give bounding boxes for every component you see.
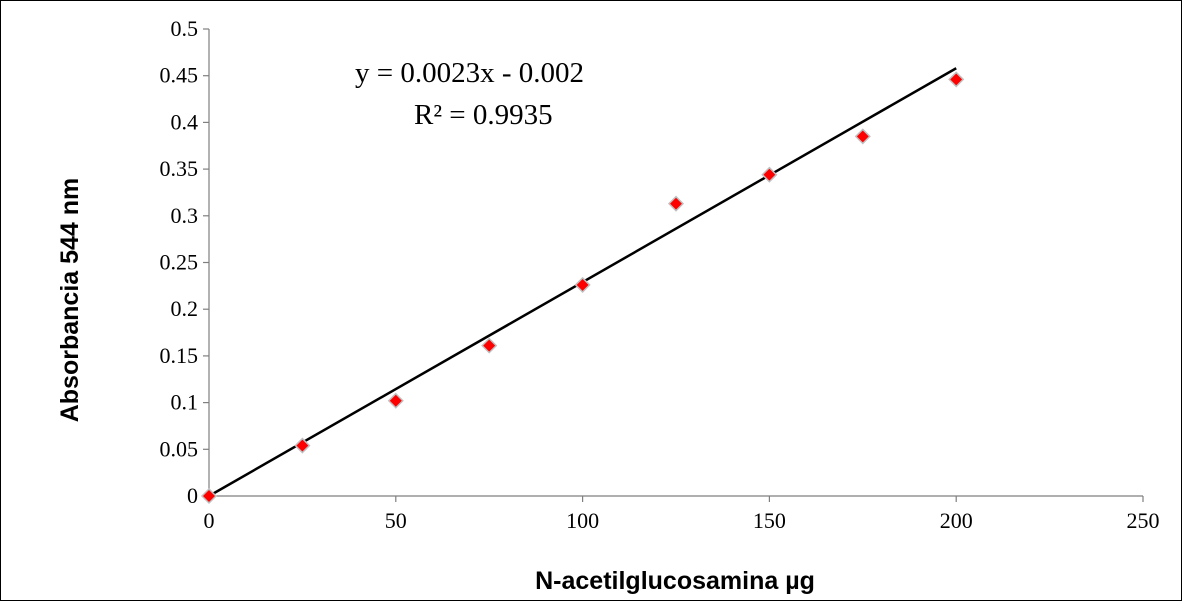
data-point [854,128,871,145]
data-point [574,276,591,293]
data-point [200,487,218,505]
y-tick-label: 0.25 [160,250,199,275]
x-tick-label: 200 [940,508,973,533]
trendline-equation-label: y = 0.0023x - 0.002 [355,57,584,89]
data-point [667,195,685,212]
y-tick-label: 0 [187,483,198,508]
y-tick-label: 0.3 [171,203,199,228]
x-tick-label: 250 [1127,508,1160,533]
y-tick-label: 0.45 [160,63,199,88]
data-point [387,392,404,409]
x-tick-label: 50 [385,508,407,533]
data-point [481,337,498,354]
y-tick-label: 0.15 [160,343,199,368]
x-tick-label: 150 [753,508,786,533]
x-tick-label: 100 [566,508,599,533]
y-tick-label: 0.1 [171,390,199,415]
r-squared-label: R² = 0.9935 [414,99,553,131]
data-point [294,437,311,454]
x-axis-title: N-acetilglucosamina µg [535,567,815,595]
y-tick-label: 0.35 [160,156,199,181]
plot-area: 0 0.05 0.1 0.15 0.2 0.25 0.3 0.35 0.4 0.45 0.5 0 50 1… [160,16,1160,533]
data-point [761,166,778,183]
y-tick-label: 0.5 [171,16,199,41]
y-tick-label: 0.2 [171,296,199,321]
y-tick-label: 0.05 [160,436,199,461]
x-tick-label: 0 [204,508,215,533]
y-tick-label: 0.4 [171,109,199,134]
data-point [948,71,965,88]
y-axis-title: Absorbancia 544 nm [56,178,84,423]
